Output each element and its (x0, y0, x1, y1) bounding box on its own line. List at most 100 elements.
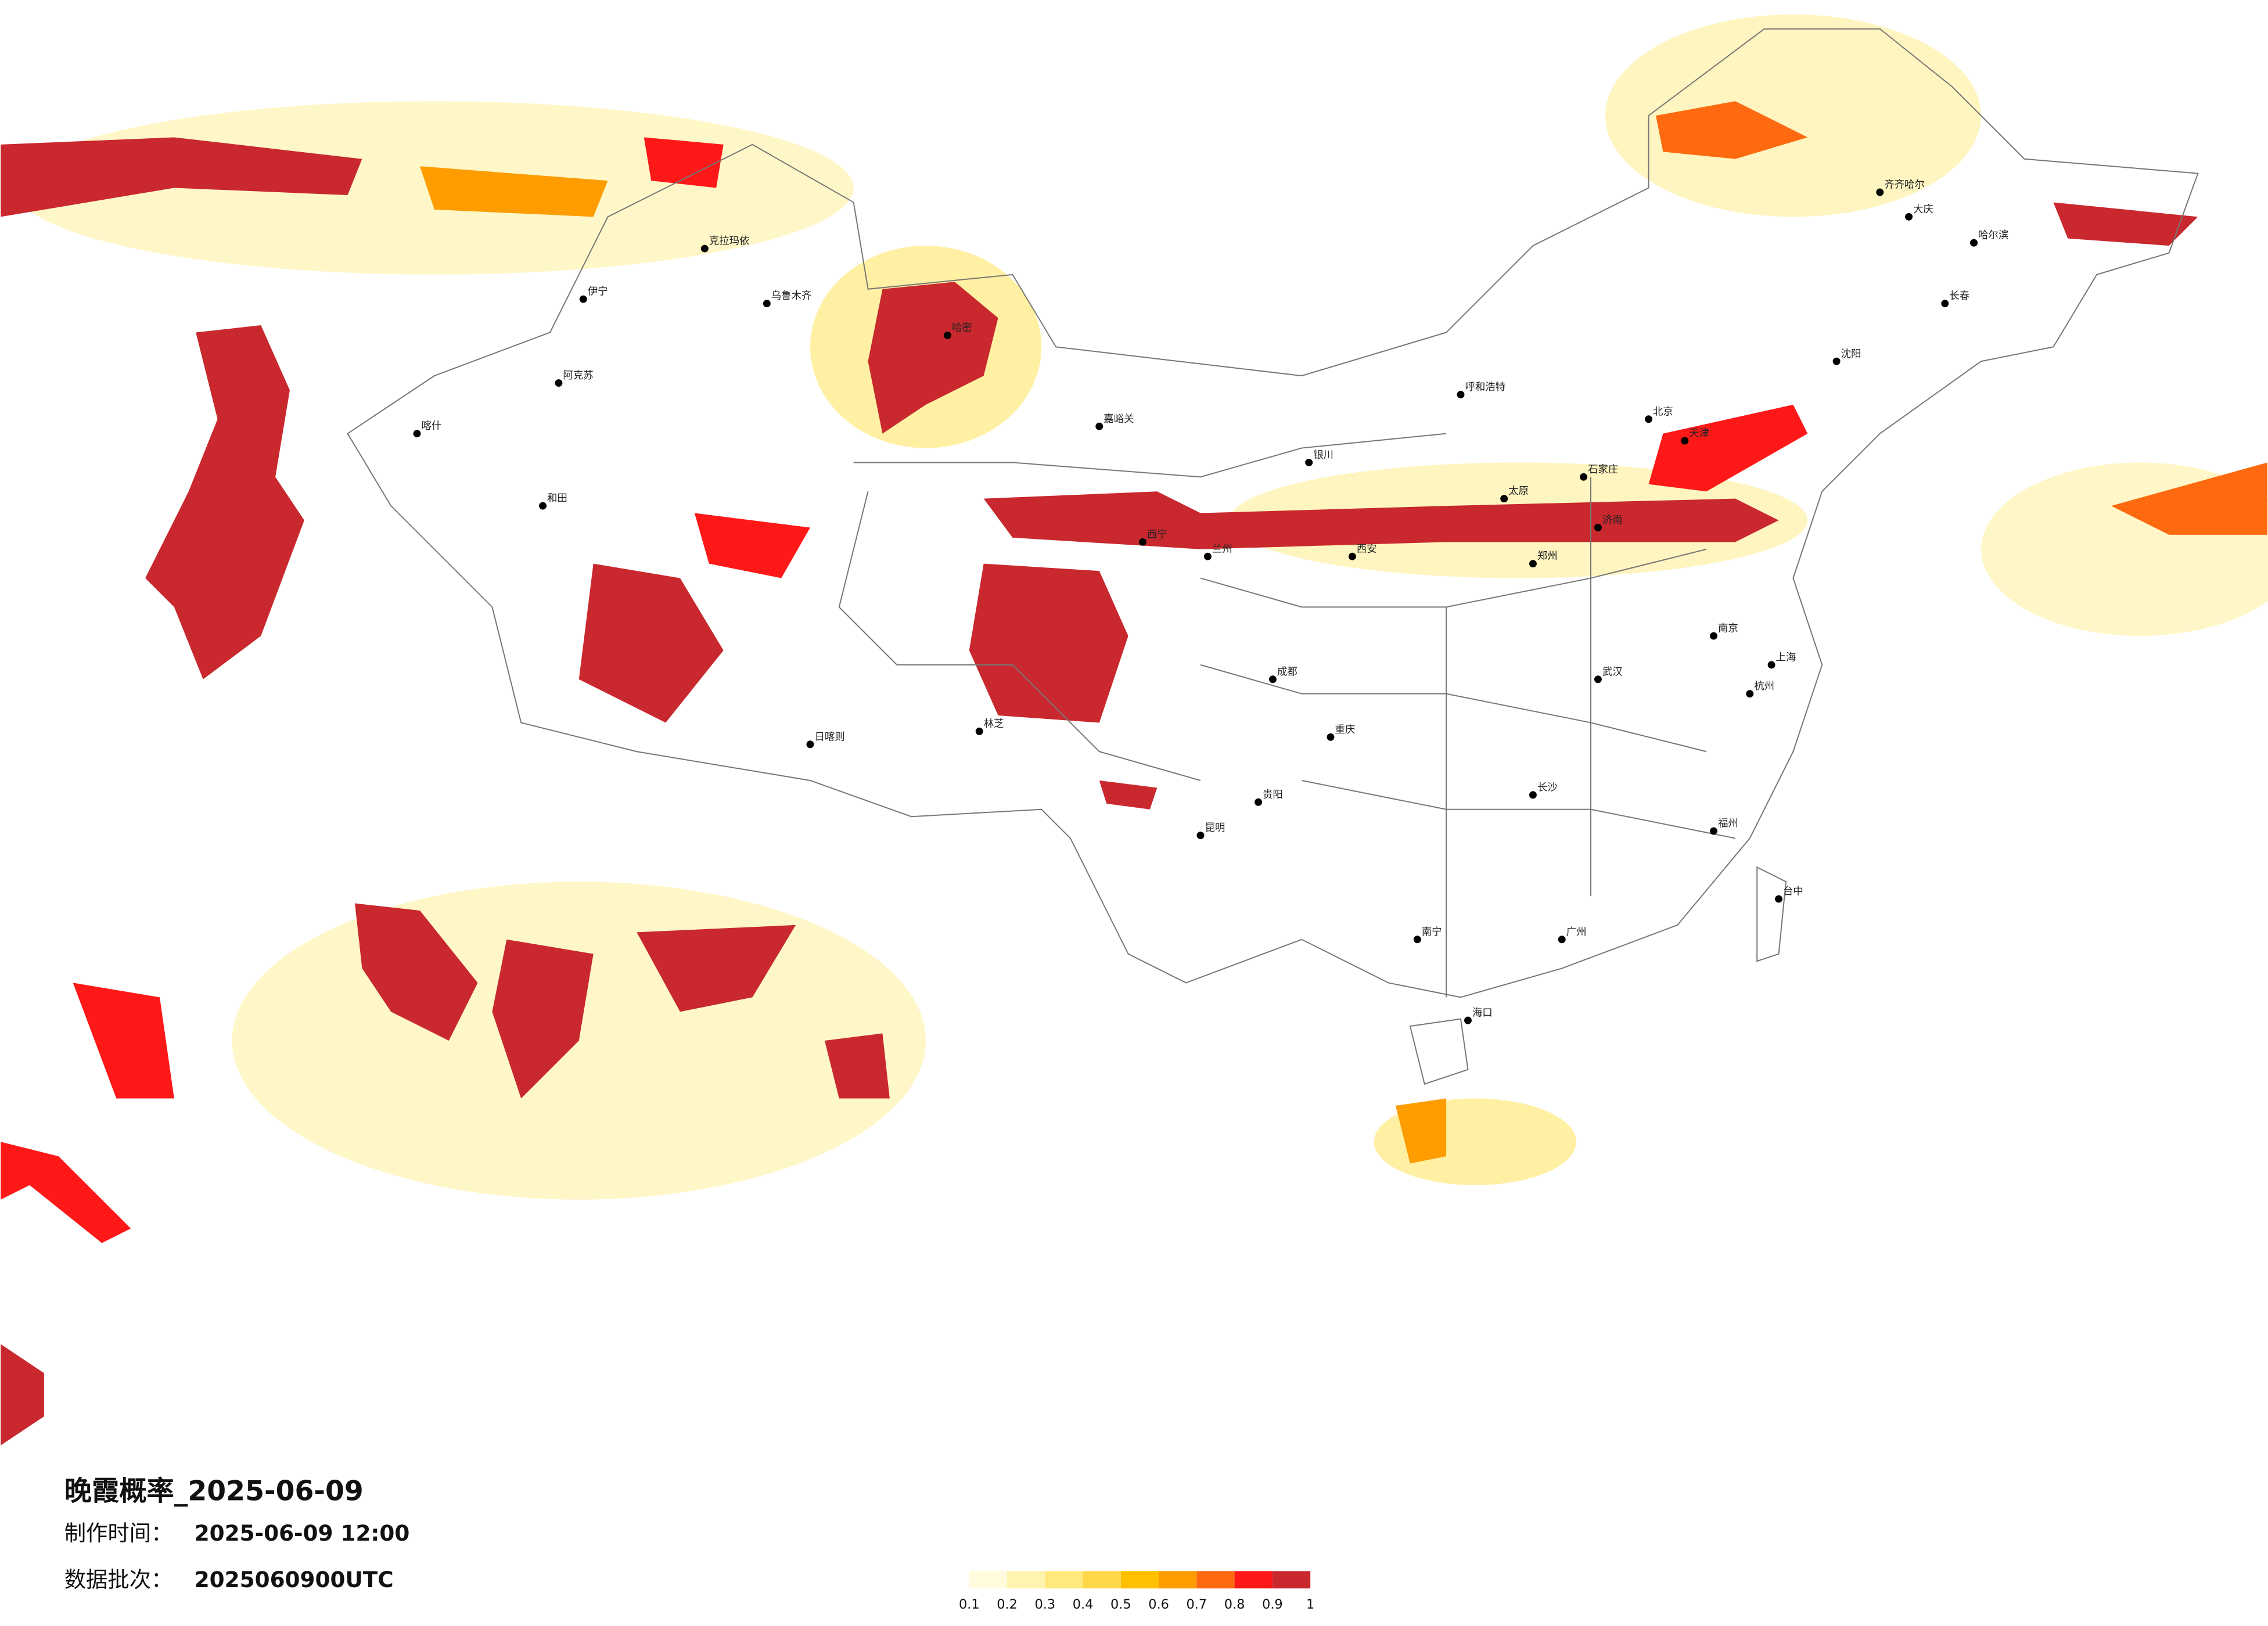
city-label: 和田 (547, 493, 567, 505)
city-label: 海口 (1472, 1008, 1493, 1019)
city-label: 哈密 (952, 322, 972, 334)
city-label: 阿克苏 (563, 370, 593, 382)
city-dot (1710, 632, 1718, 640)
city-dot (1645, 415, 1653, 423)
legend-label: 0.6 (1148, 1597, 1169, 1612)
city-dot (1327, 733, 1335, 741)
city-dot (555, 379, 563, 387)
city-dot (763, 300, 771, 308)
city-dot (1970, 239, 1978, 247)
probability-field (1, 14, 2268, 1445)
city-label: 昆明 (1205, 822, 1225, 834)
info-panel: 晚霞概率_2025-06-09 制作时间： 2025-06-09 12:00 数… (64, 1475, 410, 1592)
legend-label: 0.2 (997, 1597, 1018, 1612)
legend-label: 0.4 (1073, 1597, 1094, 1612)
city-dot (1681, 437, 1689, 445)
city-dot (975, 727, 983, 735)
city-dot (700, 244, 709, 253)
city-dot (1775, 895, 1783, 903)
city-label: 武汉 (1602, 666, 1623, 678)
city-dot (1255, 798, 1263, 806)
city-label: 广州 (1566, 926, 1587, 938)
city-label: 齐齐哈尔 (1884, 179, 1925, 191)
city-dot (1767, 661, 1775, 669)
city-dot (1710, 827, 1718, 835)
batch: 2025060900UTC (195, 1567, 394, 1592)
legend-label: 0.1 (959, 1597, 980, 1612)
city-label: 喀什 (421, 420, 441, 432)
made-time: 2025-06-09 12:00 (195, 1520, 410, 1546)
legend-label: 0.7 (1187, 1597, 1207, 1612)
legend-label: 0.3 (1034, 1597, 1055, 1612)
city-label: 福州 (1718, 818, 1738, 830)
city-dot (1580, 473, 1588, 481)
city-dot (1095, 422, 1104, 430)
color-legend: 0.1 0.2 0.3 0.4 0.5 0.6 0.7 0.8 0.9 1 (959, 1571, 1314, 1612)
city-label: 沈阳 (1841, 348, 1861, 360)
city-label: 太原 (1508, 485, 1529, 497)
city-dot (1529, 791, 1537, 799)
city-label: 南宁 (1422, 926, 1442, 938)
city-dot (1594, 675, 1602, 684)
legend-label: 0.9 (1262, 1597, 1283, 1612)
legend-swatch (1234, 1571, 1273, 1589)
city-label: 杭州 (1754, 681, 1774, 692)
made-label: 制作时间： (64, 1520, 173, 1546)
city-label: 哈尔滨 (1978, 230, 2008, 242)
city-dot (943, 331, 951, 339)
city-label: 兰州 (1212, 544, 1232, 555)
city-dot (1457, 390, 1465, 398)
city-dot (1558, 936, 1566, 944)
legend-swatch (1272, 1571, 1311, 1589)
city-label: 郑州 (1537, 551, 1558, 562)
city-label: 日喀则 (814, 731, 844, 743)
city-dot (806, 740, 814, 749)
city-label: 石家庄 (1588, 464, 1618, 476)
city-dot (1413, 936, 1421, 944)
city-dot (1138, 538, 1146, 546)
city-label: 银川 (1313, 449, 1334, 461)
city-label: 克拉玛依 (709, 236, 750, 247)
city-label: 呼和浩特 (1465, 382, 1505, 393)
legend-swatch (1083, 1571, 1121, 1589)
city-dot (1348, 552, 1356, 560)
city-label: 西宁 (1147, 529, 1167, 541)
batch-label: 数据批次： (64, 1567, 173, 1592)
city-label: 嘉峪关 (1104, 413, 1134, 425)
city-dot (1876, 188, 1884, 196)
city-label: 伊宁 (588, 286, 608, 298)
city-label: 西安 (1357, 544, 1377, 555)
legend-swatch (1045, 1571, 1083, 1589)
city-dot (1464, 1016, 1472, 1024)
city-dot (1305, 458, 1313, 466)
city-dot (1594, 523, 1602, 531)
city-label: 乌鲁木齐 (771, 290, 812, 302)
legend-swatch (969, 1571, 1008, 1589)
borders (347, 28, 2199, 1085)
city-label: 天津 (1689, 428, 1709, 440)
city-dot (1529, 560, 1537, 568)
city-dot (539, 502, 547, 510)
city-dot (1196, 832, 1205, 840)
city-dot (413, 430, 421, 438)
city-dot (1268, 675, 1277, 684)
city-label: 成都 (1277, 666, 1297, 678)
legend-swatch (1159, 1571, 1197, 1589)
city-label: 台中 (1783, 886, 1803, 898)
city-label: 重庆 (1335, 724, 1355, 736)
city-dot (1203, 552, 1212, 560)
city-label: 长沙 (1537, 782, 1558, 793)
city-dot (1500, 495, 1508, 503)
legend-swatch (1120, 1571, 1159, 1589)
city-dot (1905, 213, 1913, 221)
city-label: 林芝 (984, 718, 1004, 730)
city-dot (579, 295, 587, 303)
city-label: 大庆 (1913, 204, 1933, 215)
city-label: 南京 (1718, 623, 1738, 635)
legend-label: 1 (1306, 1597, 1314, 1612)
city-label: 长春 (1949, 290, 1969, 302)
city-label: 上海 (1776, 652, 1796, 663)
